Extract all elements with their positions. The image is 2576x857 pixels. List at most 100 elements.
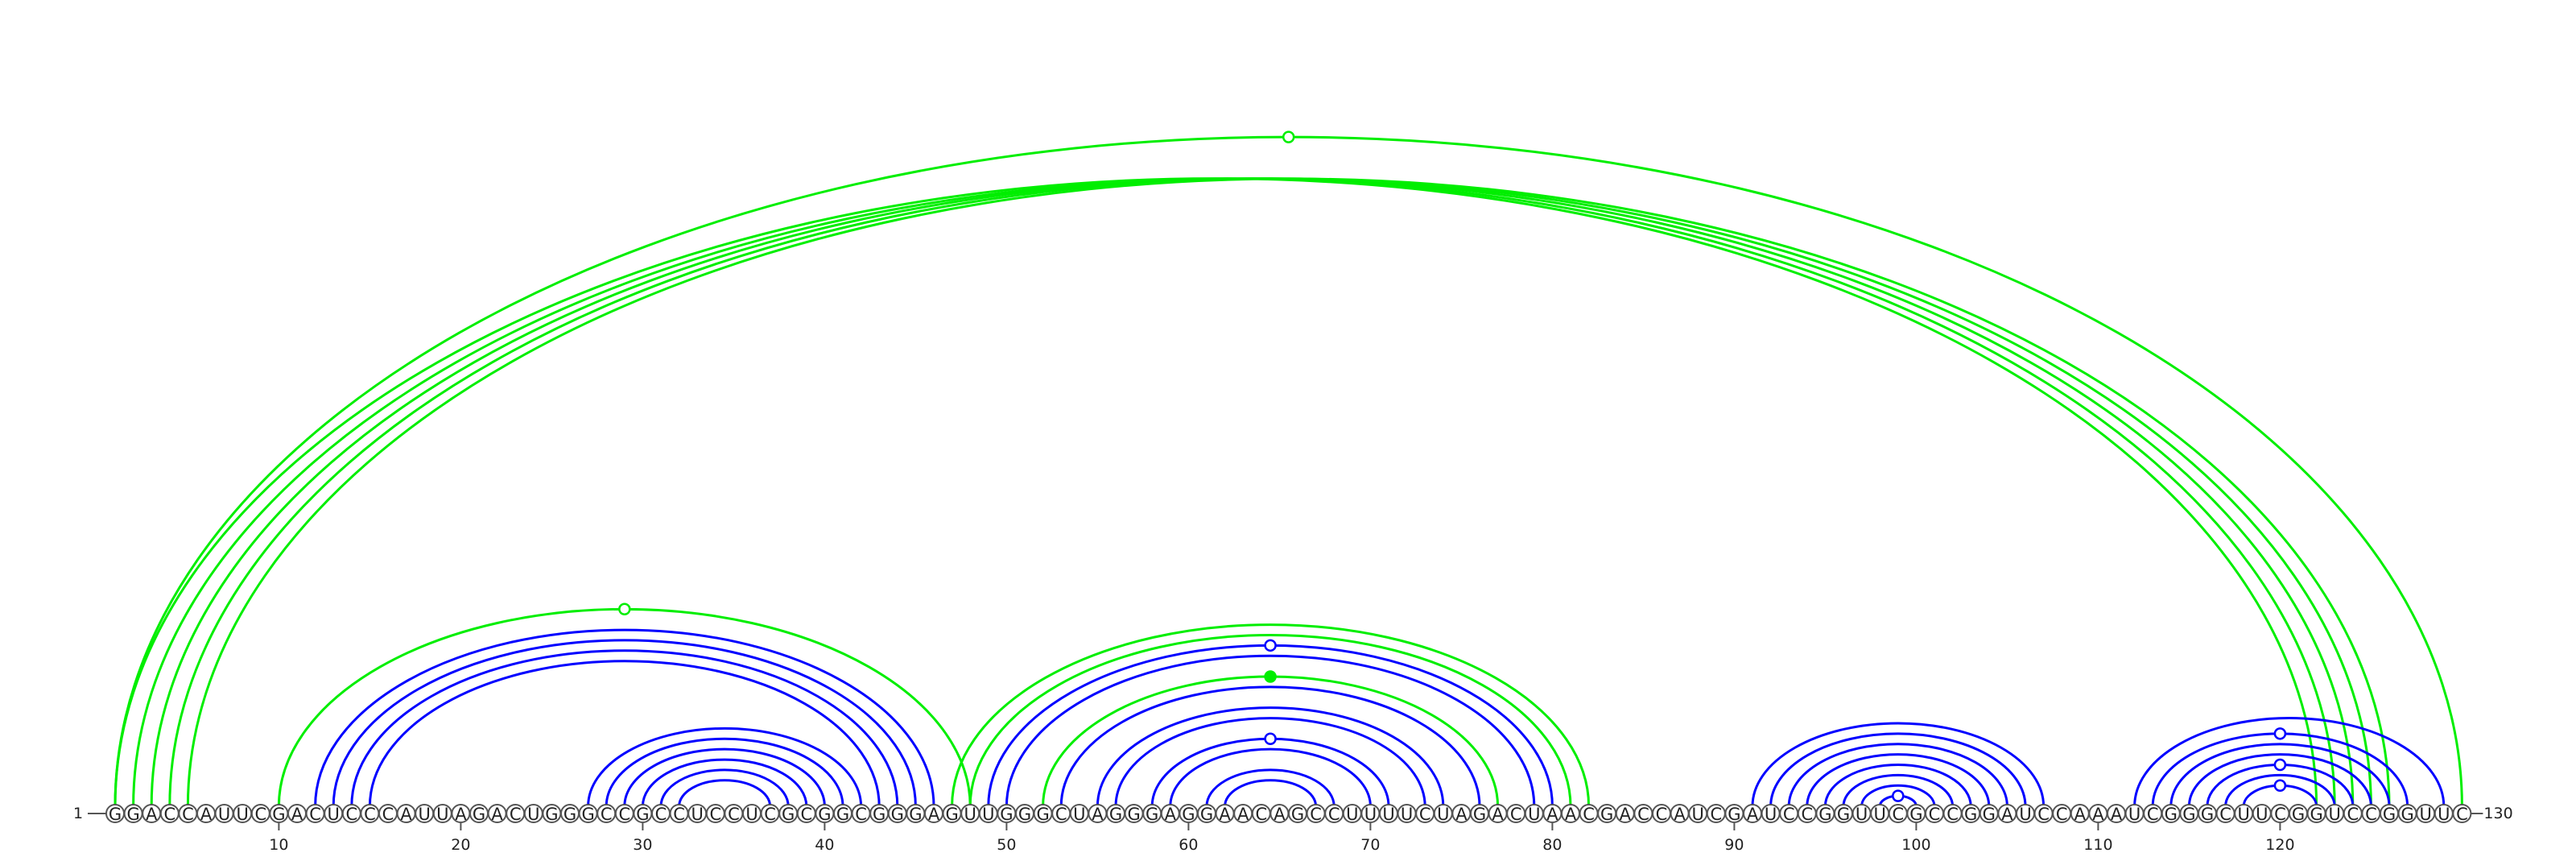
nucleotide-letter: G	[545, 805, 558, 824]
arc-marker-118-122	[2273, 779, 2287, 792]
nucleotide-letter: U	[2128, 805, 2140, 824]
nucleotide-52: G	[1033, 804, 1053, 824]
tick-label-90: 90	[1724, 836, 1744, 854]
base-pair-arc-48-81	[968, 633, 1572, 808]
base-pair-arc-13-45	[332, 639, 917, 808]
nucleotide-69: U	[1342, 804, 1362, 824]
nucleotide-letter: G	[945, 805, 958, 824]
nucleotide-41: G	[833, 804, 852, 824]
nucleotide-letter: C	[1946, 805, 1959, 824]
nucleotide-letter: A	[1274, 805, 1286, 824]
nucleotide-34: C	[705, 804, 725, 824]
nucleotide-letter: C	[1255, 805, 1267, 824]
nucleotide-58: G	[1142, 804, 1162, 824]
nucleotide-6: A	[196, 804, 216, 824]
nucleotide-letter: G	[473, 805, 485, 824]
nucleotide-12: C	[305, 804, 325, 824]
nucleotide-letter: G	[1146, 805, 1158, 824]
tick-label-30: 30	[633, 836, 652, 854]
nucleotide-letter: C	[1310, 805, 1322, 824]
nucleotide-130: C	[2452, 804, 2472, 824]
nucleotide-letter: A	[491, 805, 503, 824]
nucleotide-62: A	[1215, 804, 1235, 824]
nucleotide-letter: U	[218, 805, 230, 824]
nucleotide-100: G	[1906, 804, 1926, 824]
nucleotide-39: C	[796, 804, 816, 824]
nucleotide-126: G	[2380, 804, 2399, 824]
arc-marker-10-48	[618, 602, 631, 615]
base-pair-arc-4-125	[168, 177, 2372, 808]
nucleotide-78: C	[1506, 804, 1526, 824]
nucleotide-79: U	[1524, 804, 1544, 824]
nucleotide-letter: C	[1801, 805, 1813, 824]
nucleotide-125: C	[2361, 804, 2381, 824]
base-pair-arc-30-39	[641, 758, 808, 808]
nucleotide-letter: C	[601, 805, 613, 824]
nucleotide-26: G	[560, 804, 580, 824]
nucleotide-2: G	[123, 804, 143, 824]
nucleotide-letter: G	[1109, 805, 1122, 824]
base-pair-arc-61-68	[1205, 768, 1335, 808]
tick-label-60: 60	[1179, 836, 1198, 854]
start-label: 1	[73, 805, 83, 822]
nucleotide-letter: C	[618, 805, 630, 824]
nucleotide-19: U	[432, 804, 452, 824]
nucleotide-55: A	[1088, 804, 1108, 824]
nucleotide-129: U	[2434, 804, 2454, 824]
nucleotide-letter: G	[1728, 805, 1740, 824]
nucleotide-74: U	[1433, 804, 1453, 824]
sequence-axis: 1 130	[73, 805, 2513, 822]
base-pair-arc-115-125	[2187, 753, 2372, 808]
nucleotide-letter: G	[1837, 805, 1850, 824]
nucleotide-letter: C	[2365, 805, 2377, 824]
nucleotide-76: G	[1470, 804, 1489, 824]
nucleotide-letter: C	[2147, 805, 2159, 824]
nucleotide-letter: U	[2438, 805, 2450, 824]
nucleotide-letter: G	[1818, 805, 1831, 824]
nucleotide-letter: U	[982, 805, 994, 824]
nucleotide-85: C	[1633, 804, 1653, 824]
base-pair-arc-59-70	[1169, 747, 1372, 808]
nucleotide-letter: G	[1909, 805, 1922, 824]
nucleotide-15: C	[360, 804, 380, 824]
nucleotide-70: U	[1360, 804, 1381, 824]
base-pair-arc-114-126	[2169, 743, 2391, 808]
nucleotide-letter: G	[1600, 805, 1613, 824]
nucleotide-letter: C	[1892, 805, 1904, 824]
nucleotide-22: A	[487, 804, 507, 824]
nucleotide-letter: G	[109, 805, 122, 824]
base-pair-arc-10-48	[277, 607, 972, 808]
nucleotide-letter: G	[1473, 805, 1486, 824]
base-pair-arc-112-129	[2133, 717, 2446, 808]
nucleotide-letter: A	[1492, 805, 1504, 824]
nucleotide-123: U	[2325, 804, 2345, 824]
nucleotide-3: A	[142, 804, 162, 824]
nucleotide-letter: A	[1092, 805, 1104, 824]
nucleotide-letter: U	[2329, 805, 2341, 824]
nucleotide-28: C	[597, 804, 617, 824]
nucleotide-45: G	[906, 804, 926, 824]
nucleotide-114: G	[2161, 804, 2181, 824]
nucleotide-letter: A	[1165, 805, 1177, 824]
nucleotide-128: U	[2416, 804, 2436, 824]
nucleotide-letter: G	[126, 805, 139, 824]
nucleotide-letter: A	[2111, 805, 2123, 824]
nucleotide-letter: C	[1419, 805, 1431, 824]
nucleotide-letter: U	[1401, 805, 1413, 824]
nucleotide-letter: G	[564, 805, 576, 824]
base-pair-arc-27-42	[587, 727, 863, 808]
nucleotide-122: G	[2306, 804, 2326, 824]
nucleotide-letter: U	[2238, 805, 2250, 824]
nucleotide-7: U	[214, 804, 234, 824]
nucleotide-72: U	[1397, 804, 1417, 824]
nucleotide-51: G	[1015, 804, 1034, 824]
nucleotide-29: C	[614, 804, 634, 824]
tick-label-70: 70	[1360, 836, 1380, 854]
nucleotide-112: U	[2124, 804, 2145, 824]
nucleotide-letter: U	[2256, 805, 2268, 824]
nucleotide-109: A	[2070, 804, 2090, 824]
base-pair-arc-12-46	[314, 628, 935, 808]
nucleotide-letter: G	[1964, 805, 1977, 824]
base-pair-arc-97-101	[1860, 784, 1936, 808]
